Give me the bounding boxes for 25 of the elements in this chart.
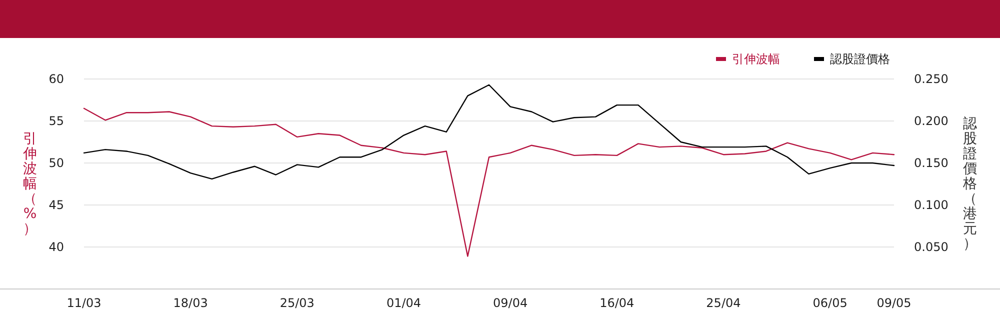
- line-series: [83, 84, 895, 180]
- legend-label: 認股證價格: [830, 52, 890, 66]
- y-tick-label: 45: [48, 198, 64, 212]
- text: 認股證價格（港元）: [963, 116, 977, 252]
- y-axis-title: 引伸波幅（%）: [22, 131, 37, 237]
- y-tick-label: 50: [48, 156, 64, 170]
- y-tick-label: 60: [48, 72, 64, 86]
- x-tick-label: 06/05: [812, 296, 848, 310]
- x-tick-label: 25/03: [280, 296, 314, 310]
- y2-tick-label: 0.250: [914, 72, 948, 86]
- x-tick-label: 09/05: [876, 296, 912, 310]
- y2-tick-label: 0.200: [914, 114, 948, 128]
- legend-label: 引伸波幅: [732, 52, 780, 66]
- x-tick-label: 09/04: [493, 296, 528, 310]
- y2-tick-label: 0.050: [914, 240, 948, 254]
- x-tick-label: 18/03: [173, 296, 208, 310]
- y-tick-label: 55: [48, 114, 64, 128]
- y-tick-label: 40: [48, 240, 64, 254]
- y2-tick-label: 0.100: [914, 198, 948, 212]
- x-tick-label: 01/04: [386, 296, 422, 310]
- x-tick-label: 25/04: [706, 296, 741, 310]
- line-series: [83, 108, 895, 257]
- y2-tick-label: 0.150: [914, 156, 948, 170]
- x-tick-label: 16/04: [600, 296, 634, 310]
- x-tick-label: 11/03: [66, 296, 102, 310]
